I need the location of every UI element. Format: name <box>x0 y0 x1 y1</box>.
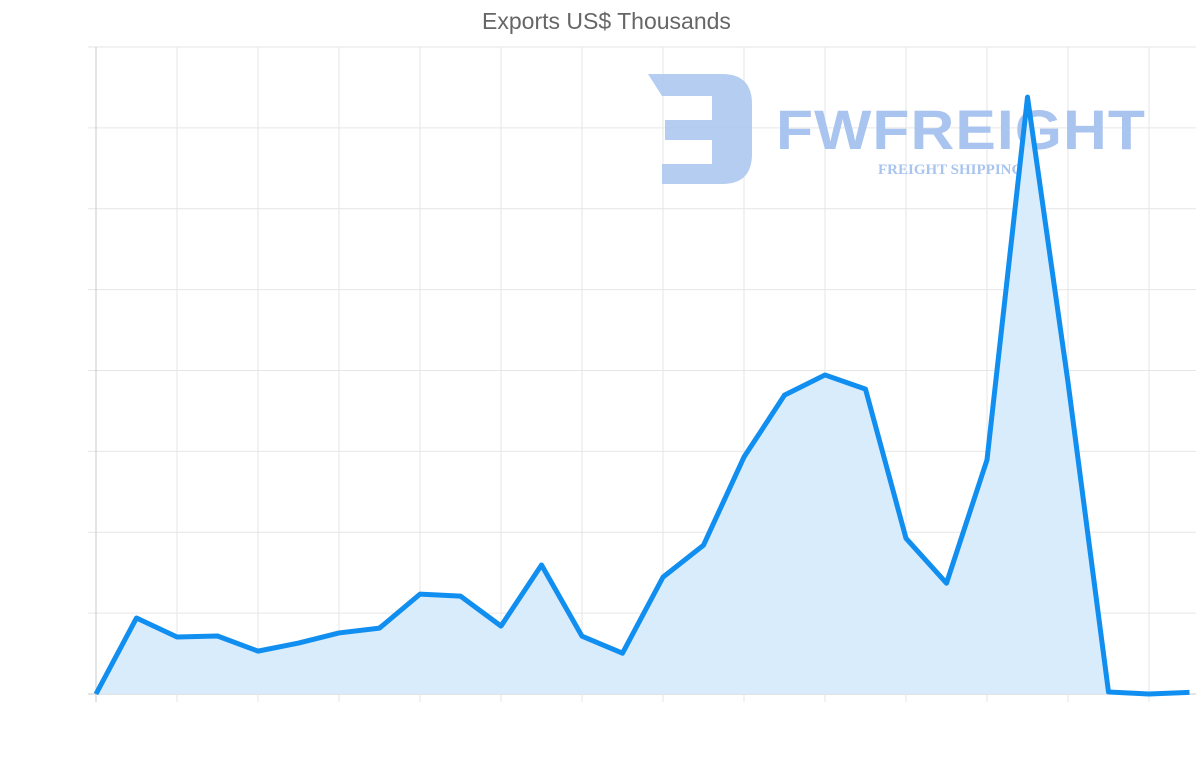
fwfreight-logo-icon <box>648 74 752 184</box>
watermark-tagline: FREIGHT SHIPPING <box>878 162 1023 178</box>
area-fill <box>96 97 1190 694</box>
watermark-brand: FWFREIGHT <box>776 98 1146 161</box>
data-line <box>93 94 1190 697</box>
fwfreight-watermark: FWFREIGHT FREIGHT SHIPPING <box>648 74 1146 184</box>
chart-title: Exports US$ Thousands <box>482 8 731 34</box>
